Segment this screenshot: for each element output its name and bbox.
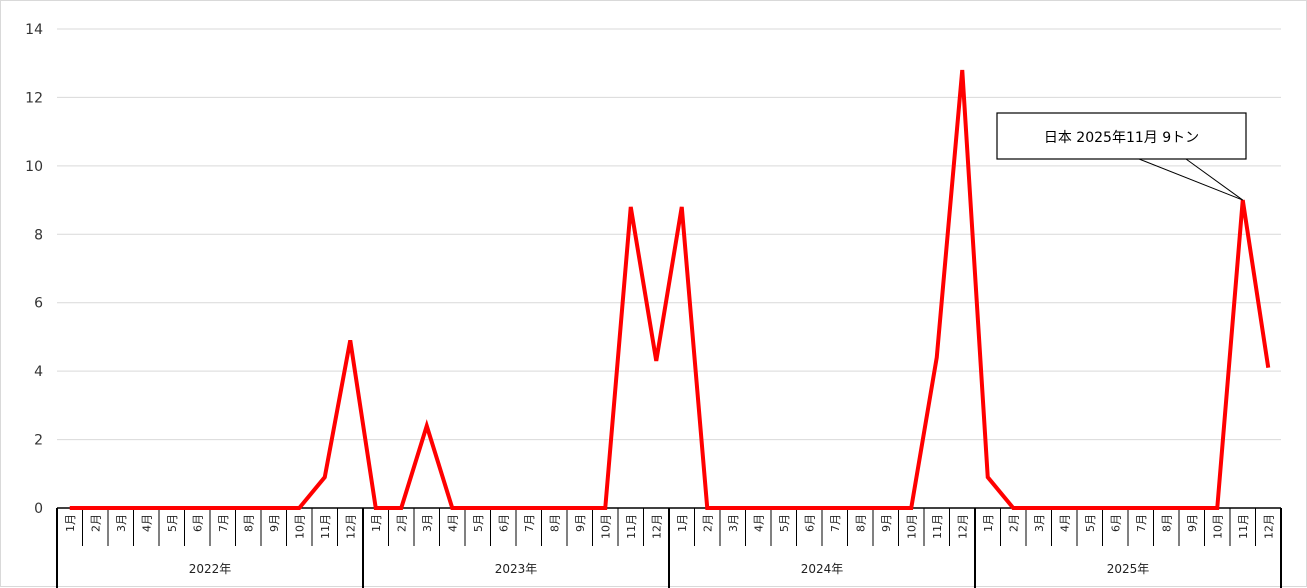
x-month-label: 9月 (574, 514, 587, 532)
x-month-label: 1月 (982, 514, 995, 532)
x-month-label: 2月 (89, 514, 102, 532)
x-month-label: 1月 (64, 514, 77, 532)
callout-box (996, 112, 1247, 160)
x-month-label: 12月 (344, 514, 357, 539)
x-month-label: 12月 (956, 514, 969, 539)
callout-pointer (1138, 158, 1243, 201)
x-month-label: 7月 (217, 514, 230, 532)
x-month-label: 3月 (115, 514, 128, 532)
x-month-label: 5月 (472, 514, 485, 532)
y-tick-label: 0 (34, 501, 43, 517)
x-year-label: 2025年 (1107, 562, 1150, 576)
y-tick-label: 10 (25, 159, 43, 175)
x-month-label: 2月 (1007, 514, 1020, 532)
x-month-label: 7月 (1135, 514, 1148, 532)
x-month-label: 12月 (1262, 514, 1275, 539)
callout-pointer (1185, 158, 1244, 201)
y-tick-label: 12 (25, 90, 43, 106)
x-month-label: 2月 (395, 514, 408, 532)
y-tick-label: 2 (34, 433, 43, 449)
x-year-label: 2024年 (801, 562, 844, 576)
y-tick-label: 14 (25, 22, 43, 38)
x-month-label: 10月 (1211, 514, 1224, 539)
x-month-label: 5月 (778, 514, 791, 532)
x-month-label: 6月 (1109, 514, 1122, 532)
x-year-label: 2023年 (495, 562, 538, 576)
x-month-label: 10月 (293, 514, 306, 539)
x-month-label: 6月 (191, 514, 204, 532)
x-month-label: 6月 (497, 514, 510, 532)
x-month-label: 9月 (268, 514, 281, 532)
x-year-label: 2022年 (189, 562, 232, 576)
x-month-label: 2月 (701, 514, 714, 532)
x-month-label: 7月 (829, 514, 842, 532)
x-month-label: 12月 (650, 514, 663, 539)
y-tick-label: 6 (34, 296, 43, 312)
x-month-label: 11月 (319, 514, 332, 539)
y-tick-label: 8 (34, 227, 43, 243)
x-month-label: 8月 (242, 514, 255, 532)
x-month-label: 11月 (1237, 514, 1250, 539)
x-month-label: 4月 (446, 514, 459, 532)
x-month-label: 1月 (370, 514, 383, 532)
x-month-label: 9月 (880, 514, 893, 532)
y-tick-label: 4 (34, 364, 43, 380)
x-month-label: 9月 (1186, 514, 1199, 532)
x-month-label: 8月 (854, 514, 867, 532)
x-month-label: 4月 (1058, 514, 1071, 532)
x-month-label: 10月 (905, 514, 918, 539)
x-month-label: 4月 (140, 514, 153, 532)
x-month-label: 4月 (752, 514, 765, 532)
x-month-label: 10月 (599, 514, 612, 539)
x-month-label: 1月 (676, 514, 689, 532)
x-month-label: 8月 (548, 514, 561, 532)
x-month-label: 3月 (727, 514, 740, 532)
x-month-label: 7月 (523, 514, 536, 532)
x-month-label: 3月 (421, 514, 434, 532)
x-month-label: 5月 (166, 514, 179, 532)
x-month-label: 3月 (1033, 514, 1046, 532)
x-month-label: 11月 (931, 514, 944, 539)
callout-label: 日本 2025年11月 9トン (1044, 130, 1199, 146)
x-month-label: 6月 (803, 514, 816, 532)
x-month-label: 5月 (1084, 514, 1097, 532)
x-month-label: 8月 (1160, 514, 1173, 532)
x-month-label: 11月 (625, 514, 638, 539)
series-line (69, 69, 1271, 510)
